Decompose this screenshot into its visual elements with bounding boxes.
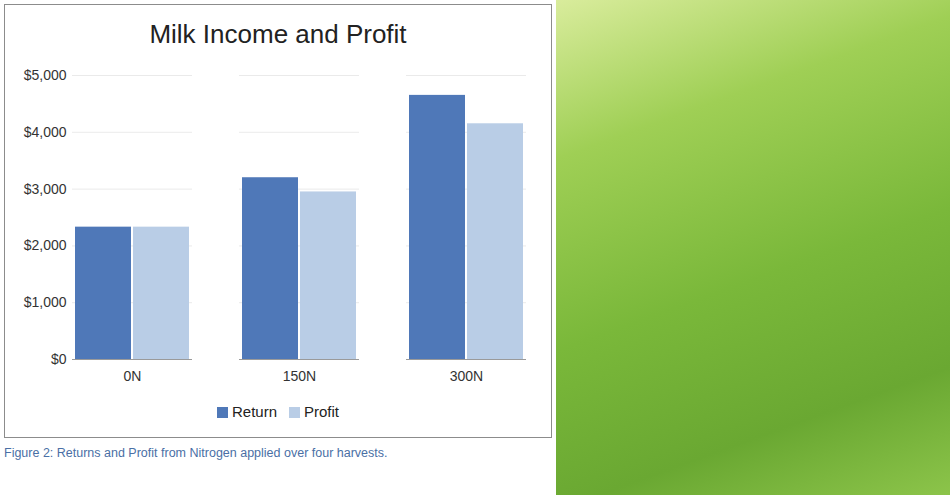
html-text:Figure 2: Returns and Profit f: Figure 2: Returns and Profit from Nitrog…: [4, 446, 388, 460]
svg-text:$3,000: $3,000: [24, 181, 67, 197]
svg-text:$4,000: $4,000: [24, 124, 67, 140]
svg-text:300N: 300N: [450, 368, 483, 384]
svg-text:$5,000: $5,000: [24, 67, 67, 83]
svg-text:$1,000: $1,000: [24, 294, 67, 310]
html-text:Profit: Profit: [304, 403, 339, 420]
html-text:Return: Return: [232, 403, 277, 420]
svg-text:$2,000: $2,000: [24, 237, 67, 253]
svg-text:$0: $0: [51, 351, 67, 367]
svg-text:0N: 0N: [124, 368, 142, 384]
html-text:Milk Income and Profit: Milk Income and Profit: [149, 19, 407, 49]
svg-text:150N: 150N: [283, 368, 316, 384]
